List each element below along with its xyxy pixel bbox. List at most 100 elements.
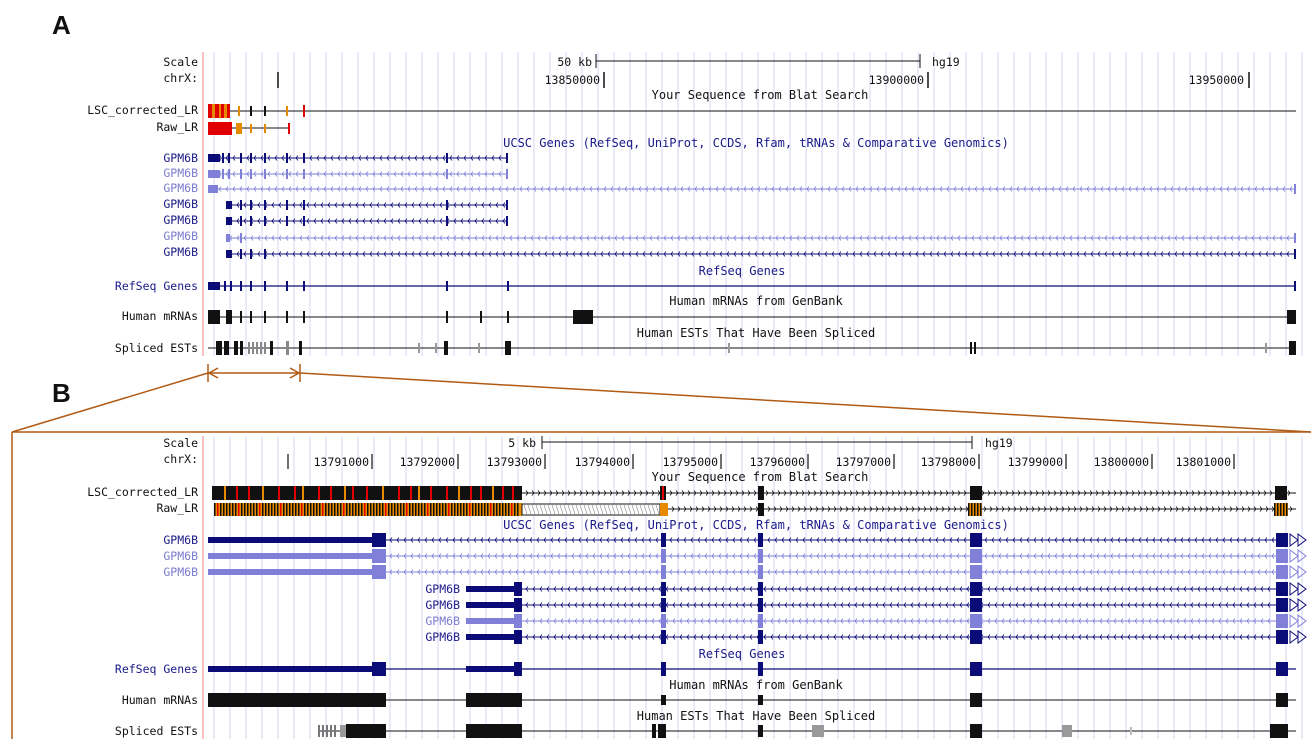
exon-block — [466, 602, 514, 608]
exon-block — [250, 216, 252, 226]
panel-b-position: 13793000 — [487, 455, 542, 469]
panel-b-gene-label-6: GPM6B — [425, 614, 460, 628]
panel-b-gene-models — [208, 533, 1307, 644]
exon-block — [970, 630, 982, 644]
raw-gap-hatch — [591, 504, 596, 515]
exon-block — [208, 569, 372, 575]
exon-block — [208, 185, 218, 193]
exon-block — [409, 503, 411, 516]
panel-b-mrna-track — [208, 693, 1296, 707]
exon-block — [466, 724, 522, 738]
exon-block — [424, 503, 426, 516]
exon-block — [728, 343, 730, 353]
exon-block — [240, 153, 242, 163]
gene-end-arrow — [1289, 598, 1307, 612]
exon-block — [226, 310, 232, 324]
exon-block — [412, 503, 414, 516]
panel-b-gene-label-4: GPM6B — [425, 582, 460, 596]
exon-block — [442, 503, 444, 516]
exon-block — [223, 503, 225, 516]
gene-end-arrow — [1289, 630, 1307, 644]
exon-block — [340, 503, 342, 516]
exon-block — [758, 630, 763, 644]
exon-block — [478, 343, 480, 353]
exon-block — [262, 486, 264, 500]
exon-block — [514, 630, 522, 644]
exon-block — [403, 503, 405, 516]
exon-block — [472, 503, 474, 516]
panel-b-est-track — [318, 724, 1296, 738]
exon-block — [286, 281, 288, 291]
panel-a-gene-label-1: GPM6B — [163, 151, 198, 165]
exon-block — [415, 503, 417, 516]
exon-block — [505, 503, 507, 516]
panel-a-lsc-corrected-alignment — [208, 104, 1296, 118]
exon-block — [1276, 630, 1288, 644]
exon-block — [970, 724, 982, 738]
panel-b-position: 13792000 — [400, 455, 455, 469]
exon-block — [812, 725, 824, 737]
exon-block — [394, 503, 396, 516]
exon-block — [974, 503, 976, 516]
exon-block — [970, 598, 982, 612]
exon-block — [226, 234, 230, 242]
exon-block — [480, 311, 482, 323]
exon-block — [248, 342, 250, 354]
exon-block — [208, 282, 220, 290]
exon-block — [1265, 343, 1267, 353]
exon-block — [250, 249, 252, 259]
exon-block — [322, 725, 324, 737]
panel-b-scale-bar — [541, 436, 973, 449]
exon-block — [352, 486, 354, 500]
exon-block — [303, 169, 305, 179]
panel-a-est-label: Spliced ESTs — [115, 341, 198, 355]
exon-block — [1276, 549, 1288, 563]
exon-block — [475, 503, 477, 516]
exon-block — [974, 342, 976, 354]
exon-block — [299, 341, 302, 355]
panel-b-raw-alignment — [214, 503, 1296, 516]
panel-a-letter: A — [52, 10, 71, 40]
raw-gap-hatch — [559, 504, 564, 515]
exon-block — [446, 153, 448, 163]
exon-block — [303, 281, 305, 291]
panel-a-scale-label: Scale — [163, 55, 198, 69]
exon-block — [758, 725, 763, 737]
exon-block — [303, 153, 305, 163]
exon-block — [372, 565, 386, 579]
raw-gap-hatch — [579, 504, 584, 515]
exon-block — [1276, 565, 1288, 579]
panel-b-letter: B — [52, 378, 71, 408]
exon-block — [264, 200, 266, 210]
exon-block — [385, 503, 387, 516]
exon-block — [217, 503, 219, 516]
exon-block — [514, 582, 522, 596]
exon-block — [514, 614, 522, 628]
exon-block — [303, 200, 305, 210]
exon-block — [980, 503, 982, 516]
panel-b-scale-label: Scale — [163, 436, 198, 450]
exon-block — [283, 503, 285, 516]
exon-block — [460, 503, 462, 516]
intron-chevrons — [525, 490, 1291, 496]
exon-block — [330, 725, 332, 737]
exon-block — [436, 503, 438, 516]
exon-block — [226, 201, 232, 209]
exon-block — [661, 565, 666, 579]
exon-block — [236, 486, 238, 500]
exon-block — [264, 281, 266, 291]
exon-block — [661, 598, 666, 612]
panel-b-ucsc-title: UCSC Genes (RefSeq, UniProt, CCDS, Rfam,… — [503, 518, 1009, 532]
exon-block — [507, 281, 509, 291]
exon-block — [457, 503, 459, 516]
exon-block — [451, 503, 453, 516]
exon-block — [301, 503, 303, 516]
exon-block — [977, 503, 979, 516]
exon-block — [331, 503, 333, 516]
raw-gap-hatch — [527, 504, 532, 515]
exon-block — [382, 503, 384, 516]
exon-block — [220, 503, 222, 516]
panel-b-track-lsc-corrected: LSC_corrected_LR — [87, 485, 198, 499]
raw-gap-hatch — [619, 504, 624, 515]
exon-block — [661, 695, 666, 705]
